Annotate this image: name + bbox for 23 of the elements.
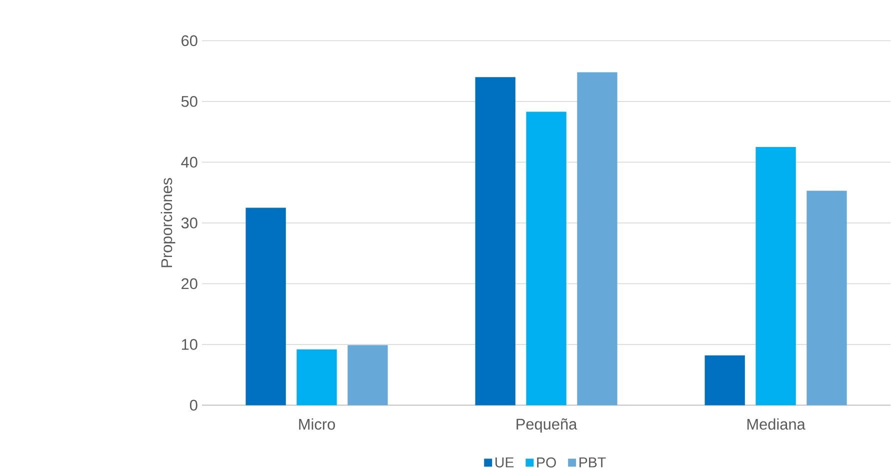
x-tick-label: Pequeña — [516, 418, 578, 433]
x-tick-label: Mediana — [747, 418, 806, 430]
bar — [296, 349, 337, 406]
y-tick-label: 40 — [181, 156, 198, 168]
bar — [526, 112, 566, 406]
y-tick-label: 10 — [182, 339, 198, 350]
y-tick-label: 30 — [181, 218, 198, 229]
y-axis-title: Proporciones — [160, 178, 176, 268]
bar — [475, 77, 516, 406]
y-tick-label: 0 — [190, 400, 198, 411]
legend-label: UE — [495, 458, 514, 468]
bar — [577, 72, 618, 406]
y-tick-label: 50 — [181, 96, 198, 108]
legend-label: PBT — [580, 458, 606, 468]
bar — [246, 208, 286, 406]
bar — [704, 356, 745, 406]
bar — [348, 345, 388, 406]
bar — [806, 190, 847, 406]
x-tick-label: Micro — [299, 418, 335, 430]
legend-label: PO — [537, 458, 556, 468]
bar — [756, 147, 796, 406]
y-tick-label: 20 — [182, 278, 198, 290]
y-tick-label: 60 — [182, 35, 198, 46]
